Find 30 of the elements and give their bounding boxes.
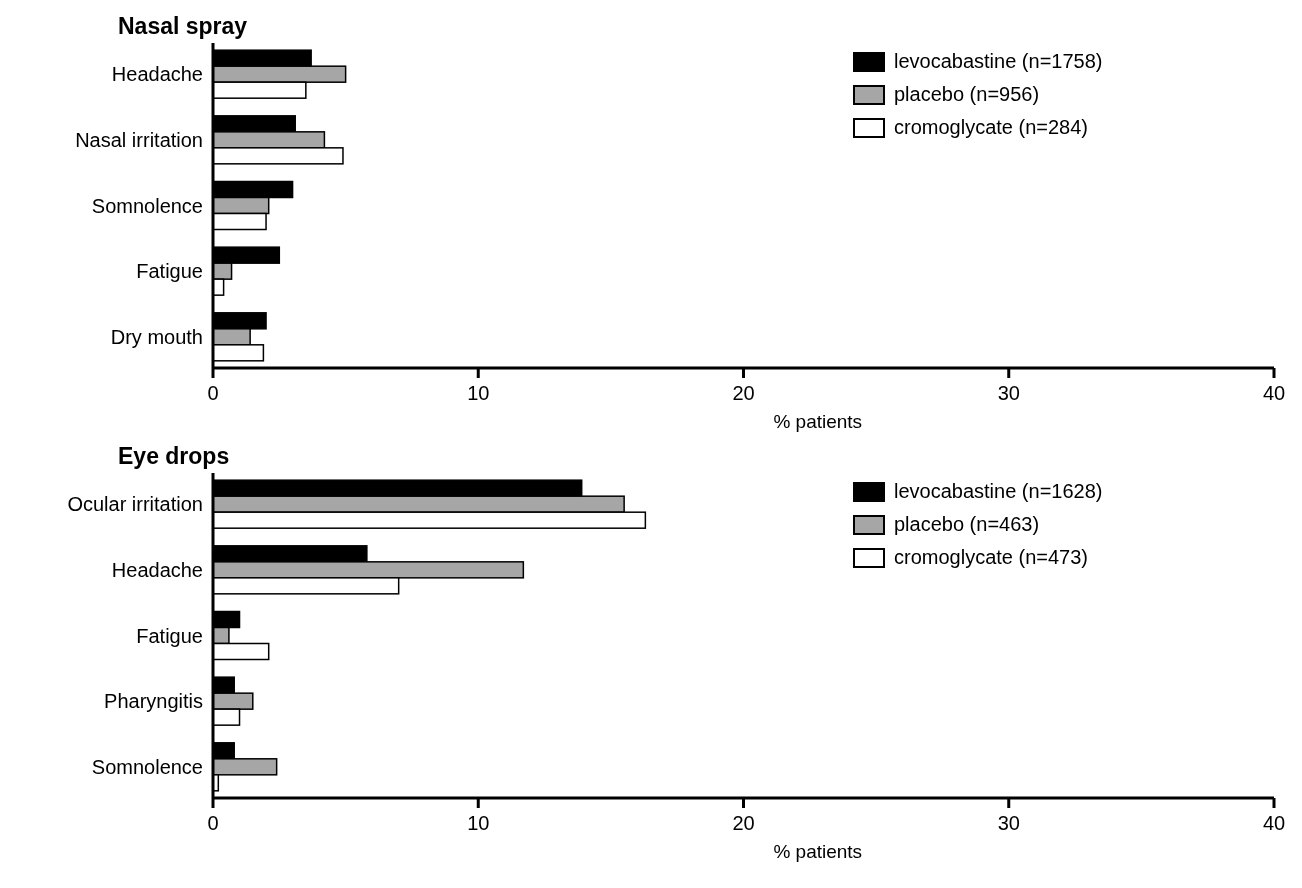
x-tick-label: 30 <box>997 812 1020 834</box>
legend-label: levocabastine (n=1758) <box>894 50 1103 72</box>
y-tick-label: Somnolence <box>91 755 203 778</box>
x-axis-title: % patients <box>773 841 863 862</box>
legend-label: cromoglycate (n=473) <box>894 546 1088 568</box>
x-tick-label: 0 <box>207 812 219 834</box>
y-tick-label: Fatigue <box>136 624 203 647</box>
x-tick-label: 20 <box>732 812 755 834</box>
x-tick-label: 20 <box>732 382 755 404</box>
y-tick-label: Fatigue <box>136 260 203 283</box>
x-tick-label: 10 <box>467 382 490 404</box>
y-tick-label: Somnolence <box>91 194 203 217</box>
legend-label: levocabastine (n=1628) <box>894 480 1103 502</box>
x-tick-label: 0 <box>207 382 219 404</box>
y-tick-label: Headache <box>111 63 203 86</box>
y-tick-label: Headache <box>111 558 203 581</box>
legend-label: cromoglycate (n=284) <box>894 116 1088 138</box>
chart-title: Eye drops <box>118 443 230 469</box>
x-axis-title: % patients <box>773 411 863 432</box>
y-tick-label: Ocular irritation <box>67 493 203 516</box>
x-tick-label: 40 <box>1262 812 1286 834</box>
legend-label: placebo (n=956) <box>894 83 1040 105</box>
x-tick-label: 30 <box>997 382 1020 404</box>
x-tick-label: 10 <box>467 812 490 834</box>
chart-title: Nasal spray <box>118 13 248 39</box>
legend-label: placebo (n=463) <box>894 513 1040 535</box>
y-tick-label: Nasal irritation <box>75 128 203 151</box>
x-tick-label: 40 <box>1262 382 1286 404</box>
y-tick-label: Dry mouth <box>110 325 203 348</box>
y-tick-label: Pharyngitis <box>104 690 203 713</box>
